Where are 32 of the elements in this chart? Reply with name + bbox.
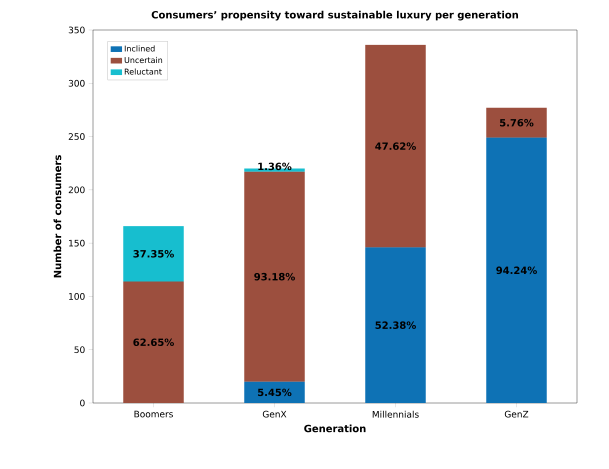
- annotation: 52.38%: [376, 321, 416, 329]
- y-tick-label: 350: [68, 26, 85, 34]
- bar: [123, 226, 184, 282]
- x-tick-label: Boomers: [134, 410, 173, 418]
- y-tick-label: 300: [68, 80, 85, 87]
- annotation: 94.24%: [496, 266, 537, 274]
- bar: [244, 382, 305, 403]
- annotation: 47.62%: [375, 142, 416, 150]
- y-tick-label: 200: [68, 186, 85, 194]
- y-axis-title: Number of consumers: [54, 155, 62, 278]
- y-tick-label: 250: [68, 133, 85, 140]
- annotation: 1.36%: [258, 162, 292, 170]
- bar: [486, 138, 547, 403]
- bar: [365, 44, 426, 248]
- y-tick-label: 150: [69, 240, 85, 247]
- bar: [365, 247, 426, 403]
- bar: [123, 282, 184, 403]
- x-tick-label: Millennials: [372, 410, 419, 418]
- annotation: 5.76%: [500, 118, 534, 126]
- annotation: 37.35%: [133, 250, 174, 258]
- bar: [244, 172, 305, 382]
- y-tick-label: 100: [69, 293, 85, 300]
- x-axis-title: Generation: [304, 424, 366, 432]
- chart-title: Consumers’ propensity toward sustainable luxury per generation: [152, 10, 518, 21]
- annotation: 5.45%: [258, 388, 292, 396]
- y-tick-label: 50: [74, 346, 85, 354]
- annotation: 62.65%: [133, 338, 174, 346]
- annotation: 93.18%: [254, 272, 295, 280]
- x-tick-label: GenZ: [504, 410, 528, 418]
- x-tick-label: GenX: [262, 410, 286, 418]
- bar: [486, 108, 547, 138]
- y-tick-label: 0: [80, 400, 85, 406]
